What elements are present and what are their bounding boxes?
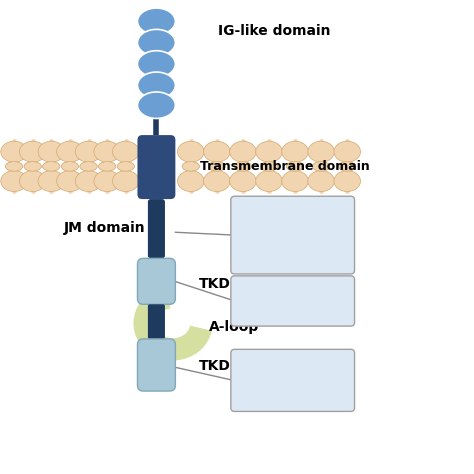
Ellipse shape <box>1 141 27 162</box>
Ellipse shape <box>286 162 304 171</box>
Ellipse shape <box>19 171 46 191</box>
Ellipse shape <box>38 171 64 191</box>
Ellipse shape <box>43 162 60 171</box>
Ellipse shape <box>112 141 139 162</box>
FancyBboxPatch shape <box>137 258 175 304</box>
Ellipse shape <box>24 162 41 171</box>
Text: JM domain: JM domain <box>64 221 145 236</box>
Ellipse shape <box>178 141 204 162</box>
Ellipse shape <box>286 162 304 171</box>
Ellipse shape <box>338 162 356 171</box>
Text: Y591 V592: Y591 V592 <box>261 233 325 246</box>
FancyBboxPatch shape <box>148 304 165 339</box>
Ellipse shape <box>24 162 41 171</box>
Ellipse shape <box>229 171 256 191</box>
Ellipse shape <box>94 141 120 162</box>
Ellipse shape <box>80 162 97 171</box>
Ellipse shape <box>94 171 120 191</box>
Ellipse shape <box>229 141 256 162</box>
Ellipse shape <box>56 171 83 191</box>
Ellipse shape <box>5 162 23 171</box>
Ellipse shape <box>334 171 360 191</box>
Text: F691: F691 <box>278 298 307 311</box>
FancyBboxPatch shape <box>148 199 165 258</box>
Ellipse shape <box>19 141 46 162</box>
Ellipse shape <box>80 162 97 171</box>
Ellipse shape <box>260 162 278 171</box>
Ellipse shape <box>182 162 200 171</box>
Text: N841 Y842: N841 Y842 <box>261 384 325 397</box>
Text: F592: F592 <box>278 246 307 258</box>
Text: I836 D839: I836 D839 <box>262 372 323 384</box>
Ellipse shape <box>137 92 175 118</box>
Ellipse shape <box>208 162 226 171</box>
Ellipse shape <box>208 162 226 171</box>
FancyBboxPatch shape <box>137 339 175 391</box>
Text: Transmembrane domain: Transmembrane domain <box>200 160 370 173</box>
Ellipse shape <box>334 141 360 162</box>
Text: Y572 F590: Y572 F590 <box>262 220 324 233</box>
Ellipse shape <box>234 162 252 171</box>
Ellipse shape <box>112 171 139 191</box>
Ellipse shape <box>75 171 102 191</box>
Text: D835 R834: D835 R834 <box>260 359 325 372</box>
Ellipse shape <box>256 171 282 191</box>
Ellipse shape <box>61 162 79 171</box>
Ellipse shape <box>308 171 334 191</box>
FancyBboxPatch shape <box>137 135 175 199</box>
Text: IG-like domain: IG-like domain <box>218 24 330 38</box>
Ellipse shape <box>99 162 116 171</box>
Text: A-loop: A-loop <box>209 320 259 334</box>
Ellipse shape <box>99 162 116 171</box>
Ellipse shape <box>1 171 27 191</box>
Ellipse shape <box>204 141 230 162</box>
Ellipse shape <box>204 171 230 191</box>
Ellipse shape <box>282 141 308 162</box>
Ellipse shape <box>312 162 330 171</box>
Ellipse shape <box>234 162 252 171</box>
Ellipse shape <box>5 162 23 171</box>
Ellipse shape <box>75 141 102 162</box>
Ellipse shape <box>137 51 175 77</box>
Ellipse shape <box>38 141 64 162</box>
FancyBboxPatch shape <box>231 196 355 274</box>
Ellipse shape <box>117 162 135 171</box>
Ellipse shape <box>43 162 60 171</box>
Ellipse shape <box>137 29 175 56</box>
Ellipse shape <box>338 162 356 171</box>
Text: N676: N676 <box>277 285 308 298</box>
Text: TKD1: TKD1 <box>199 277 241 292</box>
Ellipse shape <box>117 162 135 171</box>
Ellipse shape <box>61 162 79 171</box>
Text: ITD: ITD <box>281 206 304 219</box>
Ellipse shape <box>137 72 175 99</box>
Ellipse shape <box>56 141 83 162</box>
FancyBboxPatch shape <box>231 349 355 411</box>
FancyBboxPatch shape <box>231 276 355 326</box>
Text: TKD2: TKD2 <box>199 359 241 373</box>
Ellipse shape <box>282 171 308 191</box>
Ellipse shape <box>256 141 282 162</box>
Ellipse shape <box>308 141 334 162</box>
Ellipse shape <box>182 162 200 171</box>
Ellipse shape <box>260 162 278 171</box>
Ellipse shape <box>312 162 330 171</box>
Ellipse shape <box>178 171 204 191</box>
Ellipse shape <box>137 8 175 35</box>
